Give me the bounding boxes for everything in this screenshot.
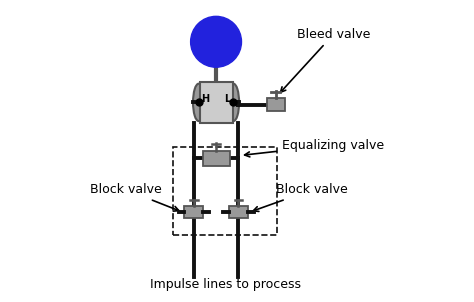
Text: Block valve: Block valve <box>91 183 179 211</box>
Bar <box>229 206 248 218</box>
Text: L: L <box>224 95 230 104</box>
Bar <box>184 206 203 218</box>
Bar <box>173 146 277 235</box>
Text: H: H <box>201 95 209 104</box>
Circle shape <box>191 16 241 67</box>
Text: Bleed valve: Bleed valve <box>281 28 370 92</box>
Bar <box>200 82 233 123</box>
Bar <box>267 98 285 111</box>
Ellipse shape <box>193 84 204 121</box>
Ellipse shape <box>228 84 239 121</box>
Bar <box>202 151 229 166</box>
Text: Block valve: Block valve <box>253 183 347 211</box>
Text: Impulse lines to process: Impulse lines to process <box>149 278 301 291</box>
Text: Equalizing valve: Equalizing valve <box>245 139 384 157</box>
